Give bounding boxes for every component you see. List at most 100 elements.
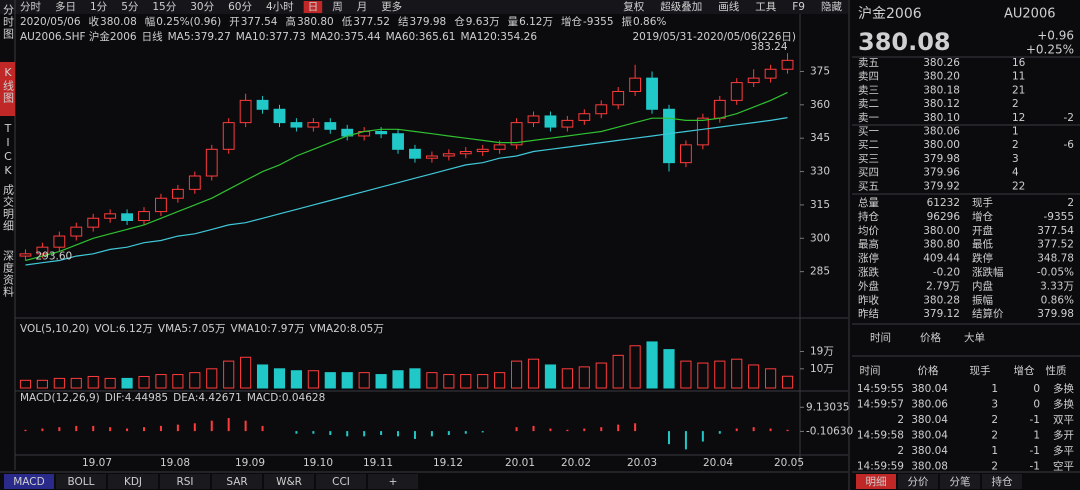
indicator-tab[interactable]: + xyxy=(389,476,398,488)
volume-bar xyxy=(477,374,489,389)
book-price: 380.20 xyxy=(923,71,960,83)
book-volume: 2 xyxy=(1012,139,1019,151)
side-tab[interactable]: TICK xyxy=(2,122,15,178)
volume-bar xyxy=(121,377,133,389)
stat-label: 涨停 xyxy=(858,252,879,265)
bottom-tab-bg[interactable] xyxy=(982,474,1022,489)
macd-bar xyxy=(769,428,772,432)
book-label: 买一 xyxy=(858,126,879,138)
volume-legend: VOL(5,10,20) xyxy=(20,323,89,335)
indicator-tab[interactable]: SAR xyxy=(226,476,247,488)
bottom-tab[interactable]: 分笔 xyxy=(950,475,971,488)
candle-body xyxy=(578,113,591,121)
stat-value: 409.44 xyxy=(923,253,960,265)
candle-body xyxy=(663,108,675,164)
toolbar-tab[interactable]: 日 xyxy=(308,1,319,13)
y-tick-label: 19万 xyxy=(810,346,834,358)
toolbar-tool[interactable]: 工具 xyxy=(755,1,776,13)
toolbar-tool[interactable]: F9 xyxy=(792,1,805,13)
toolbar-tab[interactable]: 周 xyxy=(332,1,343,13)
bottom-tab-bg[interactable] xyxy=(856,474,896,489)
side-tab[interactable]: K线图 xyxy=(2,66,15,104)
book-volume: 1 xyxy=(1012,126,1019,138)
trade-filter[interactable]: 时间 xyxy=(870,331,891,344)
indicator-tab-bg[interactable] xyxy=(108,474,158,489)
bottom-tab[interactable]: 明细 xyxy=(866,475,887,488)
macd-bar xyxy=(447,431,450,436)
volume-bar xyxy=(341,372,353,389)
indicator-tab-bg[interactable] xyxy=(4,474,54,489)
toolbar-tool[interactable]: 复权 xyxy=(623,0,644,13)
stat-value: 61232 xyxy=(927,197,960,209)
toolbar-tab[interactable]: 15分 xyxy=(152,1,176,13)
toolbar-tab[interactable]: 1分 xyxy=(90,1,108,13)
side-tab[interactable]: 深度资料 xyxy=(2,250,15,298)
trade-header: 增仓 xyxy=(1014,364,1036,377)
indicator-tab-bg[interactable] xyxy=(160,474,210,489)
quote-label: 量 xyxy=(508,16,519,28)
bottom-tab[interactable]: 分价 xyxy=(908,476,929,488)
indicator-tab-bg[interactable] xyxy=(212,474,262,489)
volume-bar xyxy=(206,368,218,389)
toolbar-tab[interactable]: 更多 xyxy=(381,0,402,13)
toolbar-tab[interactable]: 5分 xyxy=(121,1,139,13)
stat-label: 现手 xyxy=(972,196,993,209)
macd-bar xyxy=(617,424,620,432)
indicator-tab-bg[interactable] xyxy=(56,474,106,489)
indicator-tab-bg[interactable] xyxy=(264,474,314,489)
indicator-tab[interactable]: RSI xyxy=(176,476,193,488)
trade-type: 空平 xyxy=(1053,460,1074,473)
indicator-tab-bg[interactable] xyxy=(316,474,366,489)
candle-body xyxy=(696,117,709,146)
bottom-tab-bg[interactable] xyxy=(940,474,980,489)
candle-body xyxy=(36,246,49,255)
volume-bar xyxy=(392,370,404,389)
candle-body xyxy=(171,188,184,199)
stat-label: 涨跌幅 xyxy=(972,266,1004,279)
macd-bar xyxy=(143,427,146,432)
side-tab[interactable]: 分时图 xyxy=(2,4,15,40)
low-label: 293.60 xyxy=(35,251,72,263)
toolbar-tab[interactable]: 月 xyxy=(357,1,368,13)
indicator-tab[interactable]: BOLL xyxy=(68,476,95,488)
trade-change: 0 xyxy=(1033,383,1040,395)
toolbar-tab[interactable]: 多日 xyxy=(55,0,76,13)
trade-filter[interactable]: 价格 xyxy=(920,331,941,344)
toolbar-tool[interactable]: 隐藏 xyxy=(821,1,842,13)
candle-body xyxy=(459,151,472,155)
volume-bar xyxy=(663,349,675,389)
y-tick-label: 330 xyxy=(810,166,830,178)
indicator-tab[interactable]: CCI xyxy=(332,476,350,488)
toolbar-tool[interactable]: 画线 xyxy=(718,0,739,13)
macd-bar xyxy=(58,427,61,432)
quote-label: 收 xyxy=(89,15,100,28)
trade-volume: 1 xyxy=(991,445,998,457)
bottom-tab[interactable]: 持仓 xyxy=(992,475,1013,488)
indicator-tab[interactable]: MACD xyxy=(13,476,44,488)
indicator-tab[interactable]: W&R xyxy=(276,476,302,488)
x-tick-label: 19.09 xyxy=(235,457,265,469)
bottom-tab-bg[interactable] xyxy=(898,474,938,489)
toolbar-tab[interactable]: 60分 xyxy=(228,1,252,13)
volume-bar xyxy=(172,374,184,389)
macd-bar xyxy=(600,427,603,432)
side-tab[interactable]: 成交明细 xyxy=(2,184,15,232)
macd-bar xyxy=(752,427,755,432)
volume-bar xyxy=(765,368,777,389)
macd-bar xyxy=(159,425,162,432)
toolbar-tab[interactable]: 分时 xyxy=(20,1,41,13)
macd-bar xyxy=(515,427,518,432)
ma-line xyxy=(25,117,788,266)
stat-label: 外盘 xyxy=(858,279,879,292)
macd-bar xyxy=(227,418,230,432)
trade-change: -1 xyxy=(1030,445,1040,457)
toolbar-tab[interactable]: 4小时 xyxy=(266,1,294,13)
volume-bar xyxy=(578,366,590,389)
indicator-tab[interactable]: KDJ xyxy=(124,476,142,488)
indicator-tab-bg[interactable] xyxy=(368,474,418,489)
toolbar-tool[interactable]: 超级叠加 xyxy=(660,0,702,13)
stat-label: 开盘 xyxy=(972,224,993,237)
trade-filter[interactable]: 大单 xyxy=(964,331,985,344)
stat-value: 379.98 xyxy=(1037,308,1074,320)
toolbar-tab[interactable]: 30分 xyxy=(190,1,214,13)
